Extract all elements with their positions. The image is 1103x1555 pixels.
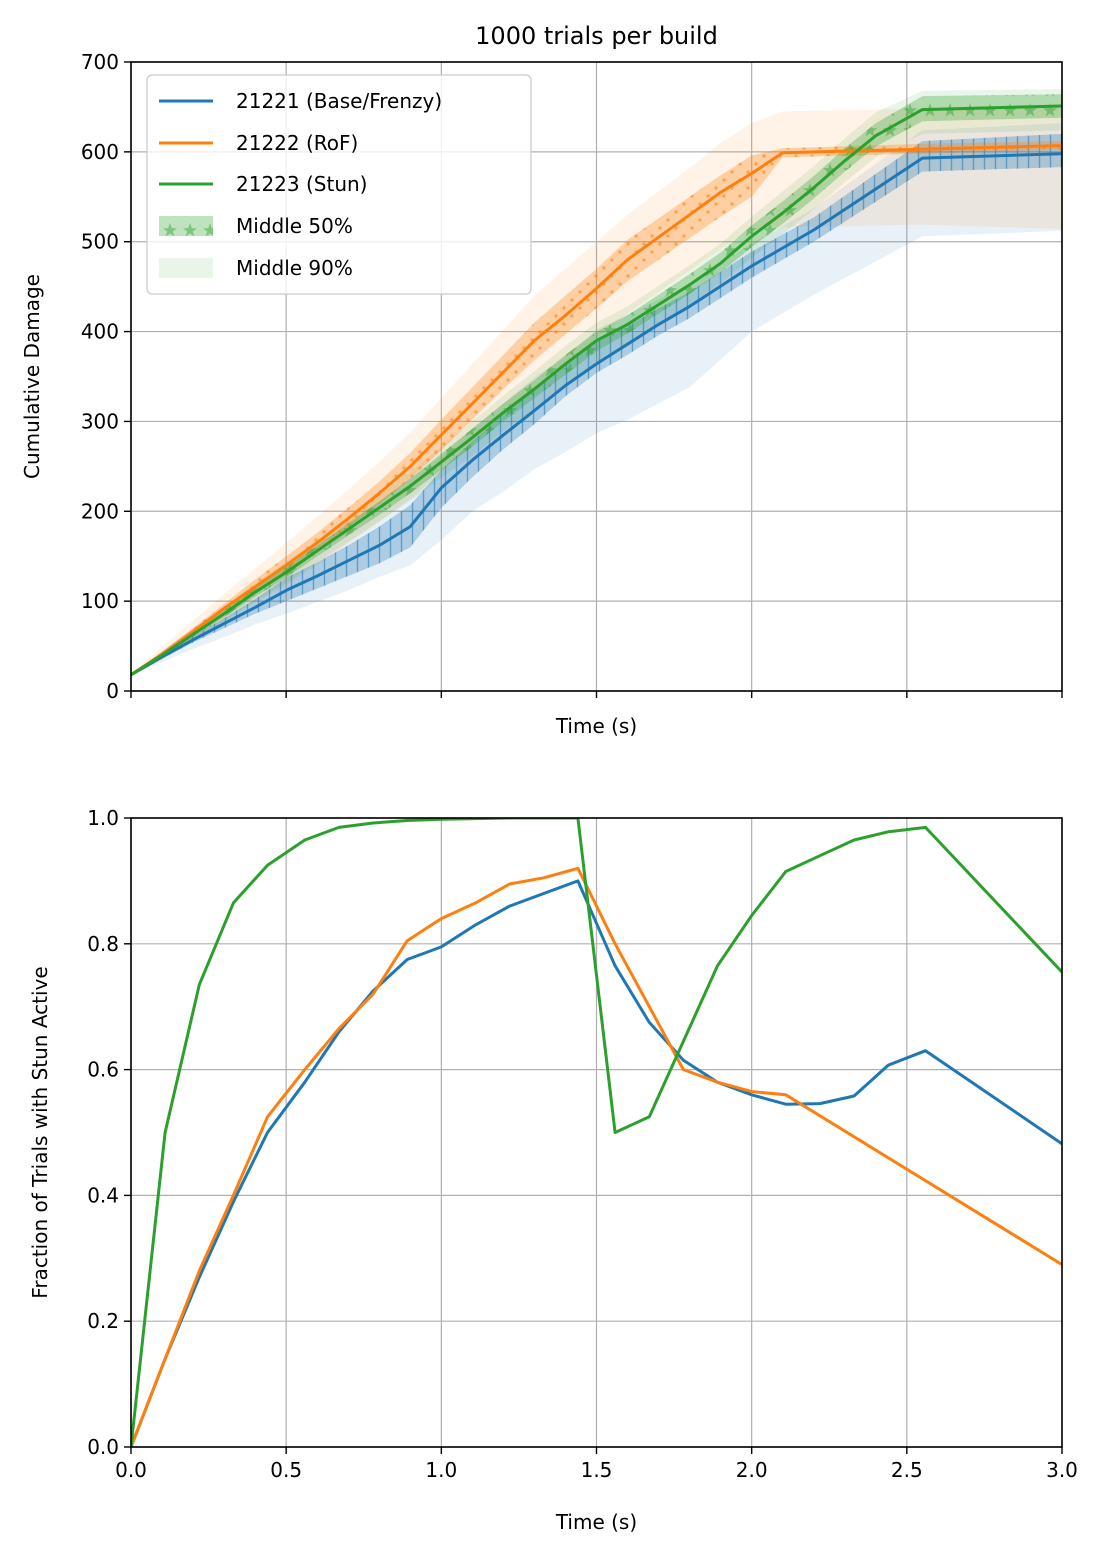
y-tick-label: 1.0 — [87, 806, 119, 830]
legend-swatch-middle-50-hatch — [159, 216, 213, 236]
y-tick-label: 700 — [81, 50, 119, 74]
legend-swatch-middle-90 — [159, 258, 213, 278]
damage-y-axis-label: Cumulative Damage — [20, 274, 44, 479]
x-tick-label: 2.0 — [736, 1458, 768, 1482]
x-tick-label: 2.5 — [891, 1458, 923, 1482]
legend-label-middle-90: Middle 90% — [236, 256, 353, 280]
stun-y-ticks: 0.0 0.2 0.4 0.6 0.8 1.0 — [87, 806, 131, 1459]
y-tick-label: 0.2 — [87, 1309, 119, 1333]
median-line-21221-base-frenzy — [131, 152, 1062, 677]
stun-line-21221-base-frenzy — [131, 879, 1062, 1447]
x-tick-label: 3.0 — [1046, 1458, 1078, 1482]
chart-title: 1000 trials per build — [475, 22, 718, 50]
band-50-hatch-21221-base-frenzy — [131, 133, 1062, 675]
y-tick-label: 500 — [81, 230, 119, 254]
x-tick-label: 1.5 — [581, 1458, 613, 1482]
damage-lines — [131, 104, 1062, 677]
legend-label-base: 21221 (Base/Frenzy) — [236, 89, 442, 113]
stun-grid — [130, 817, 1063, 1448]
stun-lines — [131, 818, 1062, 1447]
y-tick-label: 600 — [81, 140, 119, 164]
stun-x-axis-label: Time (s) — [555, 1510, 637, 1534]
legend-label-stun: 21223 (Stun) — [236, 172, 367, 196]
band-50-hatch-21223-stun — [131, 94, 1062, 675]
legend-label-rof: 21222 (RoF) — [236, 131, 358, 155]
y-tick-label: 200 — [81, 499, 119, 523]
band-90-21223-stun — [131, 89, 1062, 675]
damage-x-axis-label: Time (s) — [555, 714, 637, 738]
damage-bands — [131, 89, 1062, 675]
median-line-21223-stun — [131, 104, 1062, 677]
median-line-21222-rof — [131, 144, 1062, 677]
y-tick-label: 0.8 — [87, 932, 119, 956]
stun-fraction-chart-panel: 0.0 0.5 1.0 1.5 2.0 2.5 3.0 0.0 0.2 0.4 0.6 0.8 1.0… — [28, 806, 1078, 1534]
stun-x-ticks: 0.0 0.5 1.0 1.5 2.0 2.5 3.0 — [115, 1447, 1078, 1482]
stun-y-axis-label: Fraction of Trials with Stun Active — [28, 966, 52, 1298]
x-tick-label: 0.0 — [115, 1458, 147, 1482]
y-tick-label: 400 — [81, 320, 119, 344]
y-tick-label: 100 — [81, 589, 119, 613]
y-tick-label: 0.0 — [87, 1435, 119, 1459]
legend-box — [146, 74, 532, 295]
stun-line-21223-stun — [131, 818, 1062, 1447]
damage-x-ticks — [130, 691, 1063, 698]
legend-label-middle-50: Middle 50% — [236, 214, 353, 238]
y-tick-label: 0.6 — [87, 1058, 119, 1082]
x-tick-label: 1.0 — [425, 1458, 457, 1482]
legend: 21221 (Base/Frenzy) 21222 (RoF) 21223 (S… — [146, 74, 532, 295]
x-tick-label: 0.5 — [270, 1458, 302, 1482]
stun-line-21222-rof — [131, 866, 1062, 1447]
y-tick-label: 0.4 — [87, 1183, 119, 1207]
damage-chart-panel: 1000 trials per build 0 100 200 300 400 500 60… — [20, 22, 1063, 738]
damage-y-ticks: 0 100 200 300 400 500 600 700 — [81, 50, 131, 703]
y-tick-label: 0 — [106, 679, 119, 703]
y-tick-label: 300 — [81, 409, 119, 433]
